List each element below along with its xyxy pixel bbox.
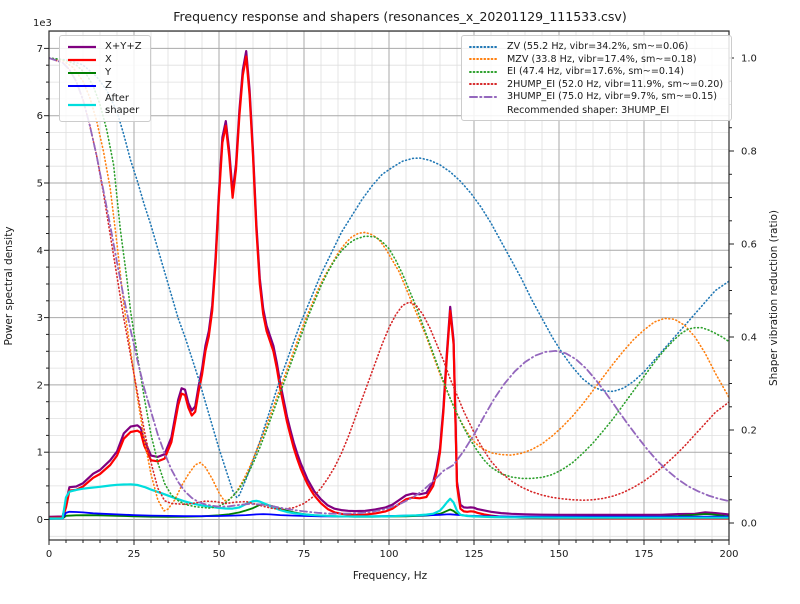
- legend-entry-label: ZV (55.2 Hz, vibr=34.2%, sm~=0.06): [507, 41, 689, 52]
- y-left-tick-label: 7: [37, 44, 43, 55]
- y-axis-offset-text: 1e3: [33, 18, 52, 29]
- y-left-tick-label: 1: [37, 448, 43, 459]
- x-tick-label: 175: [634, 549, 653, 560]
- legend-entry: X+Y+Z: [67, 41, 142, 53]
- y-left-tick-label: 3: [37, 313, 43, 324]
- legend-entry-label: X: [105, 54, 112, 65]
- legend-entry: Y: [67, 67, 142, 79]
- series-EI: [49, 57, 729, 509]
- y-right-tick-label: 1.0: [741, 54, 757, 65]
- legend-entry: EI (47.4 Hz, vibr=17.6%, sm~=0.14): [469, 66, 723, 78]
- legend-line-sample: [68, 45, 96, 49]
- legend-line-sample: [469, 83, 499, 86]
- legend-entry-label: Z: [105, 80, 112, 91]
- legend-entry-label: MZV (33.8 Hz, vibr=17.4%, sm~=0.18): [507, 53, 697, 65]
- series-3HUMP-EI: [49, 57, 729, 515]
- legend-entry-label: After shaper: [105, 93, 140, 116]
- series-After-shaper: [49, 483, 729, 520]
- legend-line-sample: [68, 58, 96, 62]
- legend-line-sample: [469, 70, 499, 73]
- legend-entry: MZV (33.8 Hz, vibr=17.4%, sm~=0.18): [469, 54, 723, 66]
- legend-entry: X: [67, 54, 142, 66]
- y-right-tick-label: 0.0: [741, 519, 757, 530]
- chart-title: Frequency response and shapers (resonanc…: [173, 9, 627, 24]
- x-tick-label: 50: [213, 549, 226, 560]
- y-left-tick-label: 0: [37, 515, 43, 526]
- y-axis-label-right: Shaper vibration reduction (ratio): [768, 209, 780, 387]
- legend-line-sample: [469, 45, 499, 48]
- y-right-tick-label: 0.6: [741, 240, 757, 251]
- legend-line-sample: [68, 72, 96, 74]
- legend-line-sample: [469, 58, 499, 61]
- legend-line-sample: [68, 85, 96, 87]
- legend-entry-label: Y: [105, 67, 112, 78]
- y-axis-label-left: Power spectral density: [3, 226, 15, 346]
- x-axis-label: Frequency, Hz: [352, 570, 428, 582]
- series-2HUMP-EI: [49, 57, 729, 510]
- legend-entry: Z: [67, 80, 142, 92]
- series-ZV: [49, 57, 729, 499]
- x-tick-label: 100: [379, 549, 398, 560]
- legend-entry: 2HUMP_EI (52.0 Hz, vibr=11.9%, sm~=0.20): [469, 79, 723, 91]
- legend-entry: 3HUMP_EI (75.0 Hz, vibr=9.7%, sm~=0.15): [469, 91, 723, 103]
- series-X-Y-Z: [49, 49, 729, 518]
- y-right-tick-label: 0.8: [741, 147, 757, 158]
- series-X: [49, 55, 729, 520]
- y-left-tick-label: 4: [37, 246, 43, 257]
- recommended-shaper-note: Recommended shaper: 3HUMP_EI: [507, 104, 670, 116]
- x-tick-label: 125: [464, 549, 483, 560]
- y-left-tick-label: 5: [37, 179, 43, 190]
- y-left-tick-label: 2: [37, 380, 43, 391]
- legend-entry: After shaper: [67, 93, 142, 117]
- legend-entry-label: 3HUMP_EI (75.0 Hz, vibr=9.7%, sm~=0.15): [507, 91, 718, 102]
- legend-entry-label: 2HUMP_EI (52.0 Hz, vibr=11.9%, sm~=0.20): [507, 78, 724, 90]
- legend-entry: ZV (55.2 Hz, vibr=34.2%, sm~=0.06): [469, 41, 723, 53]
- y-right-tick-label: 0.2: [741, 426, 757, 437]
- y-right-tick-label: 0.4: [741, 333, 757, 344]
- legend-entry-label: EI (47.4 Hz, vibr=17.6%, sm~=0.14): [507, 66, 684, 77]
- legend-line-sample: [68, 103, 96, 107]
- x-tick-label: 150: [549, 549, 568, 560]
- y-left-tick-label: 6: [37, 111, 43, 122]
- psd-legend: X+Y+Z X Y Z After shaper: [59, 35, 151, 122]
- x-tick-label: 200: [719, 549, 738, 560]
- shaper-legend: ZV (55.2 Hz, vibr=34.2%, sm~=0.06) MZV (3…: [461, 35, 733, 121]
- x-tick-label: 75: [298, 549, 311, 560]
- legend-line-sample: [469, 95, 499, 98]
- series-MZV: [49, 57, 729, 512]
- legend-entry-label: X+Y+Z: [105, 41, 142, 52]
- x-tick-label: 25: [128, 549, 141, 560]
- x-tick-label: 0: [46, 549, 52, 560]
